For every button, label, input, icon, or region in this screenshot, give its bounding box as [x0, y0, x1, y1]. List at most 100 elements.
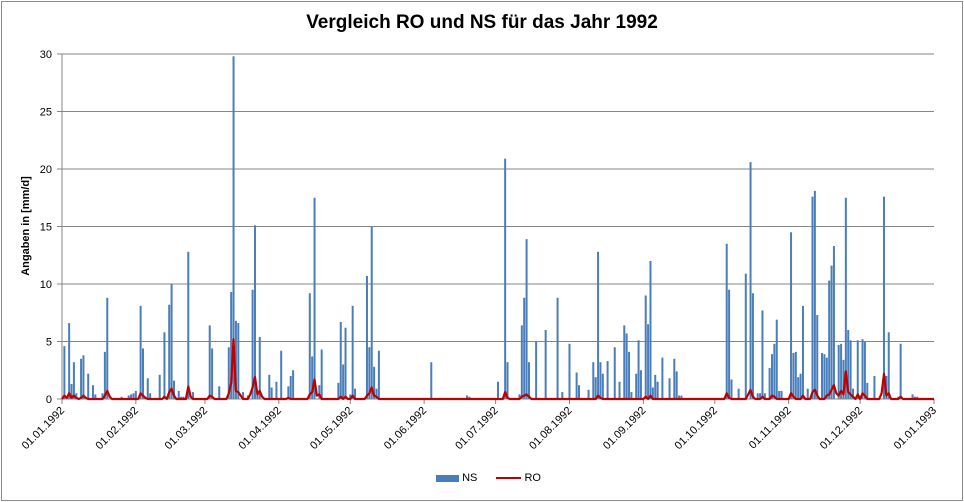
ns-bar [344, 327, 347, 399]
ns-bar [830, 265, 833, 399]
ns-bar [899, 343, 902, 399]
legend-label-ro: RO [524, 472, 541, 485]
ns-bar [911, 394, 914, 399]
ns-bar [289, 376, 292, 399]
ns-bar [523, 297, 526, 399]
ns-bar [773, 343, 776, 399]
ns-bar [790, 232, 793, 399]
y-tick-label: 0 [46, 394, 52, 406]
ns-bar [597, 251, 600, 399]
ns-bar [828, 280, 831, 399]
ns-bar [132, 393, 135, 399]
ns-bar [821, 353, 824, 399]
ns-bar [599, 362, 602, 399]
ns-bar [82, 355, 85, 399]
x-tick-label: 01.08.1992 [527, 405, 574, 452]
y-tick-label: 25 [40, 107, 52, 119]
ns-bar [251, 289, 254, 399]
ns-bar [575, 372, 578, 399]
x-tick-label: 01.05.1992 [308, 405, 355, 452]
ns-bar [725, 243, 728, 399]
x-tick-label: 01.01.1993 [892, 405, 939, 452]
ns-bar [825, 357, 828, 399]
ns-bar [253, 225, 256, 399]
ns-bar [192, 392, 195, 399]
ns-bar [320, 349, 323, 399]
x-tick-label: 01.03.1992 [163, 405, 210, 452]
x-tick-label: 01.09.1992 [601, 405, 648, 452]
ns-bar [94, 394, 97, 399]
ns-bar [592, 362, 595, 399]
ns-bar [149, 393, 152, 399]
ns-bar [775, 319, 778, 399]
ns-bar [497, 381, 499, 399]
ns-bar [311, 356, 314, 399]
x-tick-label: 01.11.1992 [747, 405, 794, 452]
ns-bar [728, 289, 731, 399]
ns-bar [158, 374, 161, 399]
ns-bar [856, 340, 859, 399]
x-tick-label: 01.10.1992 [673, 405, 720, 452]
ns-bar [544, 330, 547, 399]
ns-bar [882, 196, 885, 399]
ns-bar [368, 347, 371, 399]
ns-bar [675, 371, 678, 399]
ns-bar [518, 394, 521, 399]
ns-bar [647, 324, 650, 399]
ns-bar [506, 362, 509, 399]
ns-bar [63, 346, 66, 399]
ns-bar [354, 388, 357, 399]
ns-bar [170, 284, 173, 399]
y-tick-label: 5 [46, 337, 52, 349]
ns-bar [168, 304, 171, 399]
ns-bar [861, 339, 864, 399]
ns-bar [842, 359, 845, 399]
ns-bar [318, 385, 321, 399]
x-tick-label: 01.12.1992 [818, 405, 865, 452]
chart-title: Vergleich RO und NS für das Jahr 1992 [306, 12, 658, 33]
ns-bar [801, 305, 804, 399]
ns-bar [613, 347, 616, 399]
ns-bar [234, 320, 237, 399]
ns-bar [630, 392, 633, 399]
ns-bar [527, 362, 530, 399]
ns-bar [91, 385, 94, 399]
ns-bar [339, 321, 342, 399]
ns-bar [127, 395, 130, 399]
ns-bar [377, 350, 380, 399]
ns-bar [308, 293, 311, 399]
x-tick-label: 01.02.1992 [94, 405, 141, 452]
ns-bar [587, 389, 590, 399]
ns-bar [172, 380, 175, 399]
ns-bar [673, 358, 676, 399]
ns-bar [120, 396, 123, 399]
ns-bar [823, 354, 826, 399]
ns-bar [594, 377, 597, 399]
ns-bar [840, 343, 843, 399]
ns-bar [759, 393, 762, 399]
ns-bar [635, 373, 638, 399]
ns-bar [851, 388, 854, 399]
ns-bar [737, 388, 740, 399]
ns-bar [811, 196, 814, 399]
ns-bar [375, 388, 378, 399]
ns-bar [680, 395, 683, 399]
ns-bar [887, 332, 890, 399]
ns-bar [237, 323, 240, 399]
ns-bar [761, 310, 764, 399]
ns-bar [349, 394, 352, 399]
ns-bar [525, 239, 528, 399]
y-tick-label: 10 [40, 279, 52, 291]
ns-bar [87, 373, 90, 399]
ns-bar [268, 374, 271, 399]
ns-bar [535, 341, 538, 399]
ro-line [61, 338, 934, 401]
ns-bar [187, 251, 190, 399]
ns-bar [649, 261, 652, 399]
ns-bar [794, 351, 797, 399]
ns-bar [270, 387, 273, 399]
ns-bar [370, 226, 373, 399]
x-tick-label: 01.04.1992 [237, 405, 284, 452]
ns-bar [146, 378, 149, 399]
